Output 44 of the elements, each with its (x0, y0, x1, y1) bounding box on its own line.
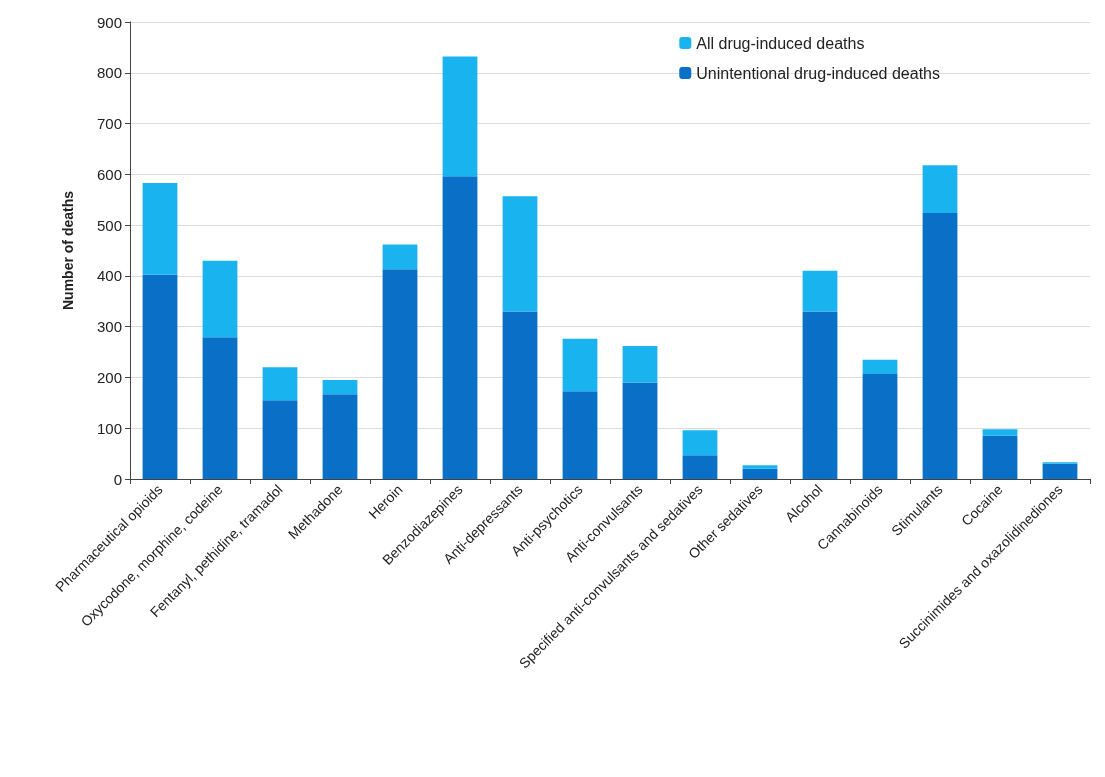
bar (802, 311, 838, 479)
bar (982, 429, 1018, 436)
y-tick-label: 200 (96, 368, 122, 386)
bar (502, 311, 538, 479)
bar (322, 379, 358, 395)
bar (142, 182, 178, 275)
bar (442, 176, 478, 479)
bar (922, 212, 958, 479)
bar (382, 269, 418, 479)
bar (142, 274, 178, 479)
y-tick-label: 100 (96, 419, 122, 437)
bar (682, 430, 718, 456)
bar (262, 367, 298, 401)
bar (562, 391, 598, 479)
legend-label: All drug-induced deaths (696, 34, 865, 52)
bar (742, 465, 778, 469)
bar (202, 337, 238, 479)
bar (922, 165, 958, 213)
y-tick-label: 500 (96, 216, 122, 234)
y-tick-label: 800 (96, 64, 122, 82)
bar (862, 359, 898, 374)
bar (622, 345, 658, 383)
bar (262, 400, 298, 479)
bar (982, 435, 1018, 479)
bar (862, 373, 898, 479)
y-tick-label: 700 (96, 115, 122, 133)
bar (322, 394, 358, 479)
legend-label: Unintentional drug-induced deaths (696, 64, 941, 82)
y-tick-label: 300 (96, 318, 122, 336)
y-tick-label: 400 (96, 267, 122, 285)
bar (562, 338, 598, 392)
bar (742, 468, 778, 479)
y-tick-label: 600 (96, 165, 122, 183)
bar (682, 455, 718, 479)
bar (382, 244, 418, 270)
bar (1042, 463, 1078, 479)
bar (622, 382, 658, 479)
bar (802, 270, 838, 312)
bar (442, 56, 478, 177)
y-axis-title: Number of deaths (60, 190, 76, 311)
y-tick-label: 0 (113, 470, 122, 488)
bar (202, 260, 238, 338)
y-tick-label: 900 (96, 13, 122, 31)
bar (502, 196, 538, 312)
